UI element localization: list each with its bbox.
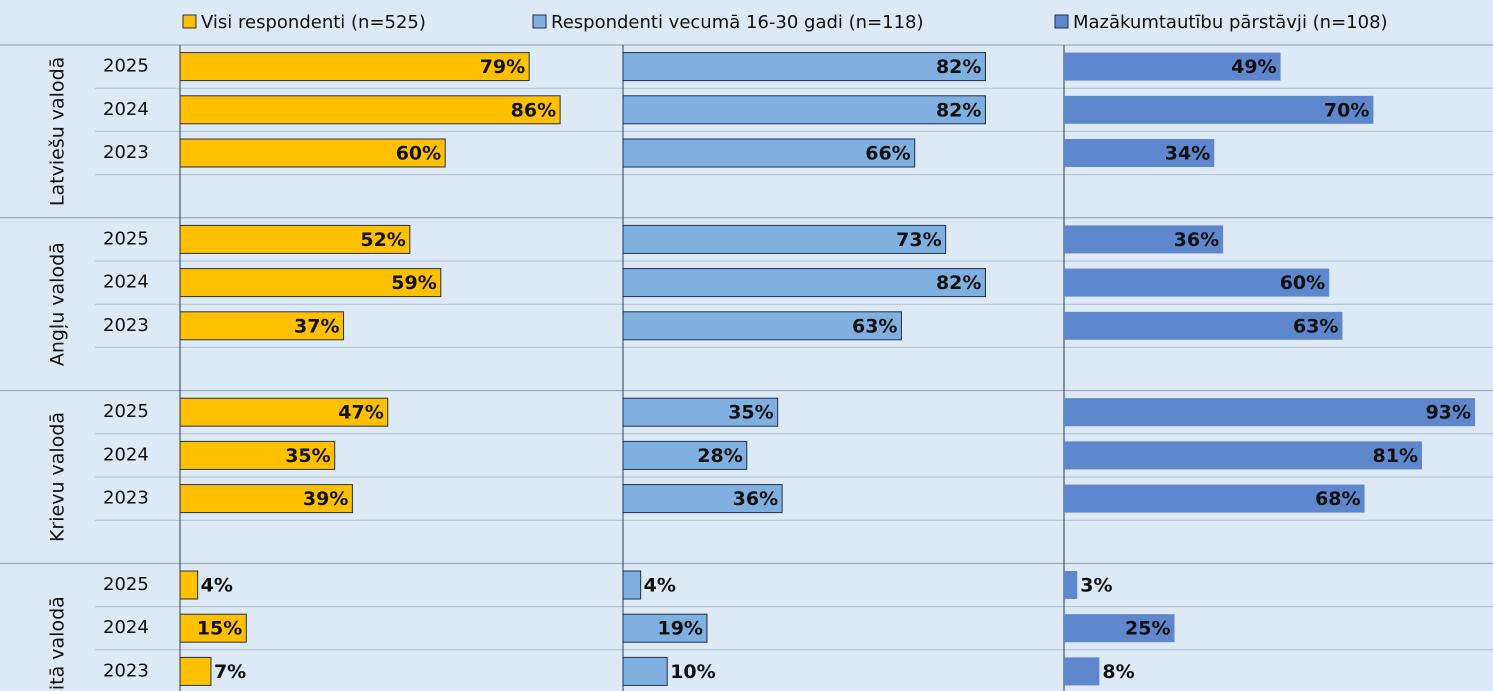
legend-swatch — [182, 14, 197, 29]
value-label: 36% — [1174, 229, 1219, 251]
value-label: 39% — [303, 488, 348, 510]
value-label: 3% — [1080, 575, 1112, 597]
bar — [622, 138, 916, 168]
bar — [179, 268, 442, 298]
bar — [1064, 139, 1215, 167]
value-label: 60% — [1280, 272, 1325, 294]
legend-label: Respondenti vecumā 16-30 gadi (n=118) — [551, 12, 924, 33]
value-label: 4% — [644, 575, 676, 597]
value-label: 70% — [1324, 99, 1369, 121]
bar — [1064, 398, 1476, 427]
bar — [1064, 225, 1224, 254]
bar — [179, 656, 212, 686]
legend-label: Visi respondenti (n=525) — [201, 12, 426, 33]
bar — [179, 52, 530, 82]
value-label: 25% — [1125, 618, 1170, 640]
value-label: 86% — [511, 99, 556, 121]
year-label: 2023 — [103, 488, 149, 509]
bar — [1064, 571, 1078, 599]
bar — [179, 224, 411, 254]
bar — [1064, 268, 1330, 297]
bar — [622, 656, 668, 686]
value-label: 47% — [338, 402, 383, 424]
value-label: 36% — [733, 488, 778, 510]
legend-swatch — [1054, 14, 1069, 29]
value-label: 79% — [480, 56, 525, 78]
bar — [622, 440, 748, 470]
bar — [622, 311, 902, 341]
year-label: 2025 — [103, 401, 149, 422]
bar — [179, 311, 345, 341]
year-label: 2024 — [103, 617, 149, 638]
bar — [622, 224, 947, 254]
bar — [622, 95, 986, 125]
value-label: 7% — [214, 661, 246, 683]
bar — [1064, 657, 1100, 686]
bar — [622, 52, 986, 82]
value-label: 4% — [201, 575, 233, 597]
group-label: Citā valodā — [47, 596, 69, 691]
value-label: 66% — [865, 143, 910, 165]
legend-label: Mazākumtautību pārstāvji (n=108) — [1073, 12, 1388, 33]
bar — [622, 268, 986, 298]
group-label: Krievu valodā — [47, 412, 69, 542]
year-label: 2023 — [103, 142, 149, 163]
bar — [622, 613, 708, 643]
group-label: Latviešu valodā — [47, 57, 69, 206]
value-label: 10% — [670, 661, 715, 683]
value-label: 37% — [294, 315, 339, 337]
group-label: Angļu valodā — [47, 242, 69, 366]
value-label: 15% — [197, 618, 242, 640]
bar — [1064, 95, 1374, 124]
value-label: 60% — [396, 143, 441, 165]
bar — [622, 570, 642, 600]
bar — [179, 138, 446, 168]
year-label: 2023 — [103, 660, 149, 681]
value-label: 73% — [896, 229, 941, 251]
bar — [179, 440, 336, 470]
bar — [1064, 441, 1423, 470]
year-label: 2023 — [103, 315, 149, 336]
year-label: 2025 — [103, 574, 149, 595]
value-label: 34% — [1165, 143, 1210, 165]
bar — [179, 95, 561, 125]
value-label: 68% — [1315, 488, 1360, 510]
value-label: 35% — [728, 402, 773, 424]
bar — [1064, 311, 1343, 340]
legend-swatch — [532, 14, 547, 29]
value-label: 49% — [1231, 56, 1276, 78]
bar — [622, 484, 783, 514]
year-label: 2024 — [103, 99, 149, 120]
bar — [622, 397, 779, 427]
bar — [179, 613, 247, 643]
value-label: 82% — [936, 99, 981, 121]
bar — [179, 484, 353, 514]
value-label: 63% — [852, 315, 897, 337]
year-label: 2025 — [103, 56, 149, 77]
value-label: 63% — [1293, 315, 1338, 337]
value-label: 81% — [1373, 445, 1418, 467]
year-label: 2024 — [103, 272, 149, 293]
value-label: 8% — [1102, 661, 1134, 683]
value-label: 59% — [391, 272, 436, 294]
value-label: 93% — [1426, 402, 1471, 424]
bar — [1064, 484, 1365, 513]
value-label: 82% — [936, 56, 981, 78]
value-label: 28% — [697, 445, 742, 467]
year-label: 2024 — [103, 444, 149, 465]
bar — [1064, 614, 1175, 643]
value-label: 35% — [285, 445, 330, 467]
value-label: 19% — [657, 618, 702, 640]
value-label: 52% — [360, 229, 405, 251]
bar — [1064, 52, 1281, 81]
bar — [179, 570, 199, 600]
year-label: 2025 — [103, 228, 149, 249]
bar — [179, 397, 389, 427]
value-label: 82% — [936, 272, 981, 294]
